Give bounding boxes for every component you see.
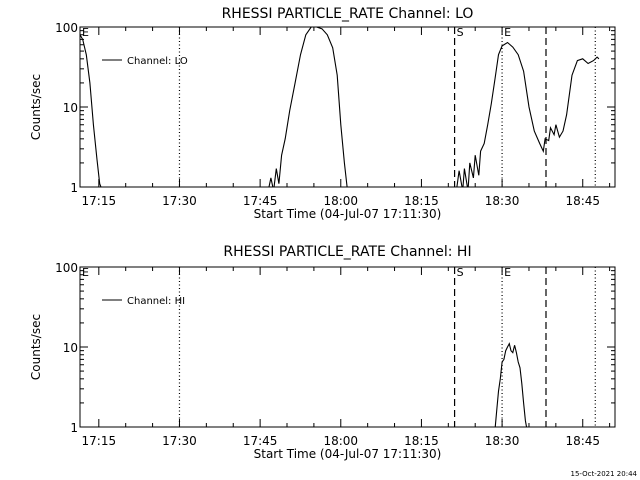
x-tick-label: 17:45 [243, 434, 278, 448]
plot-frame [79, 26, 616, 188]
y-axis-label: Counts/sec [29, 74, 43, 140]
event-marker-label: E [504, 266, 511, 279]
x-tick-label: 17:30 [162, 434, 197, 448]
footer-timestamp: 15-Oct-2021 20:44 [571, 470, 638, 478]
series-line-1 [80, 27, 600, 187]
event-marker-label: E [82, 26, 89, 39]
chart-panel-1: RHESSI PARTICLE_RATE Channel: LO E S E 1 10 10… [29, 6, 616, 221]
y-tick-label: 1 [70, 181, 78, 195]
x-tick-label: 17:15 [82, 194, 117, 208]
x-tick-label: 18:30 [485, 194, 520, 208]
y-tick-label: 100 [55, 261, 78, 275]
x-tick-label: 18:15 [404, 194, 439, 208]
x-tick-label: 18:00 [323, 434, 358, 448]
event-marker-label: S [457, 26, 464, 39]
x-tick-label: 17:30 [162, 194, 197, 208]
chart-title: RHESSI PARTICLE_RATE Channel: LO [222, 6, 474, 22]
x-axis-label: Start Time (04-Jul-07 17:11:30) [254, 447, 442, 461]
x-tick-label: 18:30 [485, 434, 520, 448]
plot-frame [79, 266, 616, 428]
x-tick-label: 17:15 [82, 434, 117, 448]
y-tick-label: 1 [70, 421, 78, 435]
x-tick-label: 18:45 [565, 434, 600, 448]
event-marker-label: S [457, 266, 464, 279]
y-tick-label: 10 [63, 101, 78, 115]
legend-entry: Channel: LO [127, 56, 188, 67]
x-tick-label: 18:45 [565, 194, 600, 208]
chart-title: RHESSI PARTICLE_RATE Channel: HI [223, 244, 471, 260]
legend-entry: Channel: HI [127, 296, 185, 307]
x-tick-label: 18:00 [323, 194, 358, 208]
x-axis-label: Start Time (04-Jul-07 17:11:30) [254, 207, 442, 221]
x-tick-label: 18:15 [404, 434, 439, 448]
chart-panel-2: RHESSI PARTICLE_RATE Channel: HI E S E 1 10 10… [29, 244, 616, 461]
x-tick-label: 17:45 [243, 194, 278, 208]
event-marker-label: E [82, 266, 89, 279]
y-axis-label: Counts/sec [29, 314, 43, 380]
series-line-1 [494, 342, 528, 427]
y-tick-label: 10 [63, 341, 78, 355]
y-tick-label: 100 [55, 21, 78, 35]
event-marker-label: E [504, 26, 511, 39]
